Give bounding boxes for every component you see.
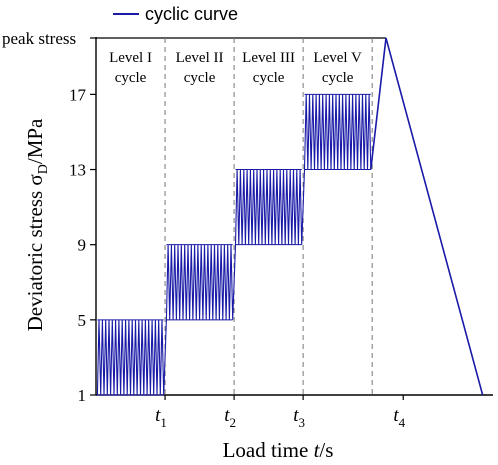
y-tick-label: 17 [69,85,87,104]
level-label: Level I [109,50,152,66]
y-tick-label: 5 [78,311,87,330]
y-ticks: 1 5 9 13 17 [69,85,96,405]
x-ticks: t1 t2 t3 t4 [155,395,406,430]
x-tick-label: t3 [293,405,305,430]
ramp-to-peak [369,37,387,170]
level-separators [164,38,373,395]
level-label-cycle: cycle [322,70,354,86]
level-labels: Level I cycle Level II cycle Level III cycle L… [109,50,362,86]
x-axis-label: Load time t/s [223,438,334,462]
level-label-cycle: cycle [253,70,285,86]
level-label: Level III [242,50,295,66]
series-cyclic-curve [96,37,484,396]
post-peak-descent [385,37,484,396]
legend-label: cyclic curve [145,4,238,24]
level-label-cycle: cycle [115,70,147,86]
x-tick-label: t4 [393,405,405,430]
y-tick-label: 13 [69,161,86,180]
x-tick-label: t1 [155,405,167,430]
y-tick-label: 1 [78,386,87,405]
level-label: Level V [313,50,362,66]
legend: cyclic curve [113,4,238,24]
level-label: Level II [176,50,224,66]
y-tick-label: 9 [78,236,87,255]
y-axis-label: Deviatoric stress σD/MPa [23,118,51,331]
peak-stress-label: peak stress [2,29,76,48]
level-label-cycle: cycle [184,70,216,86]
x-tick-label: t2 [224,405,236,430]
cyclic-waveform [96,94,372,396]
